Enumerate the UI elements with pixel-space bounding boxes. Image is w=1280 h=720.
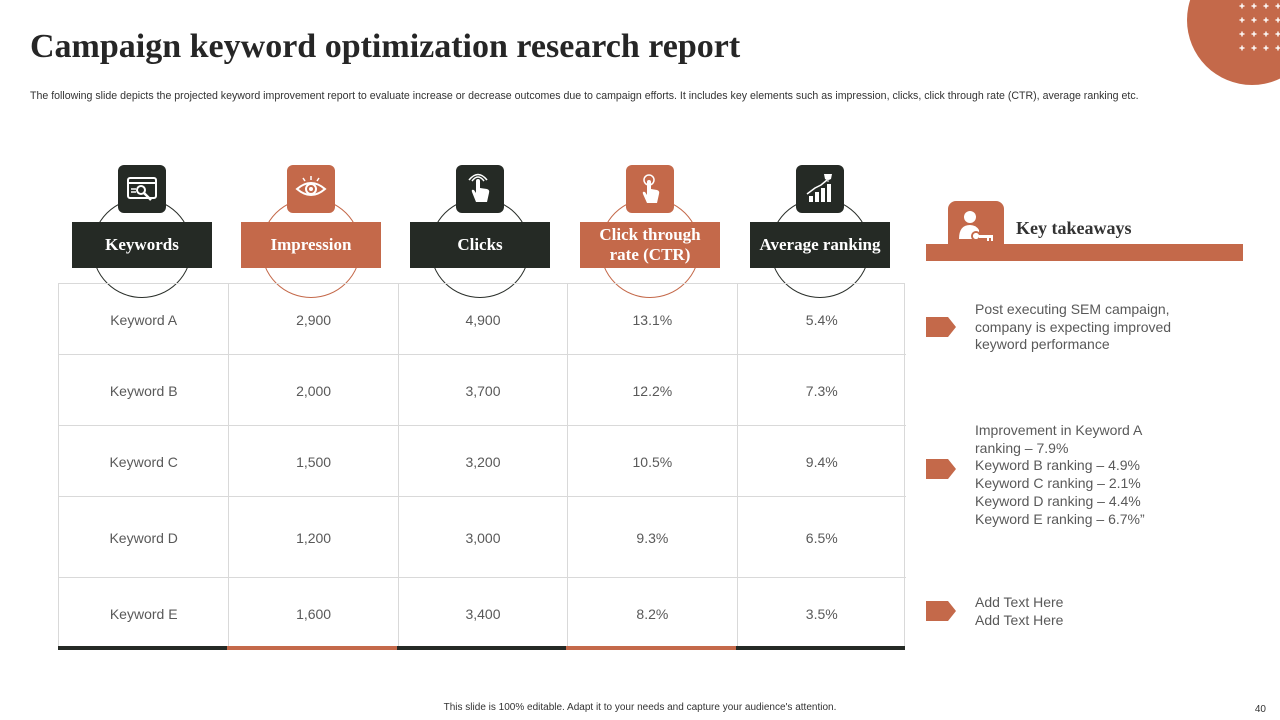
column-label: Keywords [72,222,212,268]
hand-tap-icon [456,165,504,213]
column-header-average-ranking: Average ranking [750,160,890,300]
table-row: Keyword B 2,000 3,700 12.2% 7.3% [59,354,906,426]
table-row: Keyword E 1,600 3,400 8.2% 3.5% [59,577,906,649]
table-bottom-accent-bars [58,646,906,650]
column-header-impression: Impression [241,160,381,300]
table-cell: Keyword B [109,382,178,399]
table-cell: Keyword C [109,453,178,470]
table-cell: 9.4% [736,426,906,497]
bullet-arrow-icon [926,601,956,621]
table-cell: 7.3% [736,355,906,426]
keyword-search-icon [118,165,166,213]
table-row: Keyword D 1,200 3,000 9.3% 6.5% [59,496,906,578]
table-cell: 6.5% [736,497,906,578]
table-cell: 1,500 [228,426,397,497]
table-cell: 2,000 [228,355,397,426]
table-cell: 5.4% [736,284,906,355]
table-cell: 3.5% [736,578,906,649]
column-label: Click through rate (CTR) [580,222,720,268]
table-cell: 13.1% [567,284,736,355]
finger-click-icon [626,165,674,213]
table-row: Keyword C 1,500 3,200 10.5% 9.4% [59,425,906,497]
bullet-arrow-icon [926,459,956,479]
slide-title: Campaign keyword optimization research r… [30,28,741,65]
page-number: 40 [1254,704,1266,715]
table-cell: 4,900 [397,284,567,355]
takeaway-item: Post executing SEM campaign, company is … [975,301,1172,353]
table-cell: 1,200 [228,497,397,578]
table-cell: 3,000 [397,497,567,578]
table-row: Keyword A 2,900 4,900 13.1% 5.4% [59,284,906,355]
table-cell: 9.3% [567,497,736,578]
column-header-clicks: Clicks [410,160,550,300]
eye-icon [287,165,335,213]
table-cell: 3,400 [397,578,567,649]
takeaways-header-bar [926,244,1243,261]
accent-bar [396,646,567,650]
accent-bar [735,646,906,650]
table-cell: 8.2% [567,578,736,649]
trophy-growth-chart-icon [796,165,844,213]
table-cell: 2,900 [228,284,397,355]
table-cell: Keyword E [109,605,178,622]
table-cell: 3,200 [397,426,567,497]
column-header-keywords: Keywords [72,160,212,300]
table-cell: 12.2% [567,355,736,426]
column-label: Impression [241,222,381,268]
column-label: Clicks [410,222,550,268]
column-label: Average ranking [750,222,890,268]
slide-footer: This slide is 100% editable. Adapt it to… [443,702,837,713]
keyword-data-table: Keyword A 2,900 4,900 13.1% 5.4% Keyword… [58,283,906,650]
slide-subtitle: The following slide depicts the projecte… [30,90,1139,102]
accent-bar [566,646,736,650]
bullet-arrow-icon [926,317,956,337]
takeaway-item: Add Text Here Add Text Here [975,594,1064,628]
takeaways-title: Key takeaways [1016,218,1132,238]
accent-bar [58,646,228,650]
takeaway-item: Improvement in Keyword A ranking – 7.9% … [975,422,1145,527]
person-key-icon [948,201,1004,251]
table-cell: Keyword A [110,311,178,328]
decorative-plus-pattern [1239,3,1280,51]
accent-bar [227,646,397,650]
table-cell: 10.5% [567,426,736,497]
column-header-ctr: Click through rate (CTR) [580,160,720,300]
table-cell: 1,600 [228,578,397,649]
table-cell: Keyword D [109,529,178,546]
table-cell: 3,700 [397,355,567,426]
